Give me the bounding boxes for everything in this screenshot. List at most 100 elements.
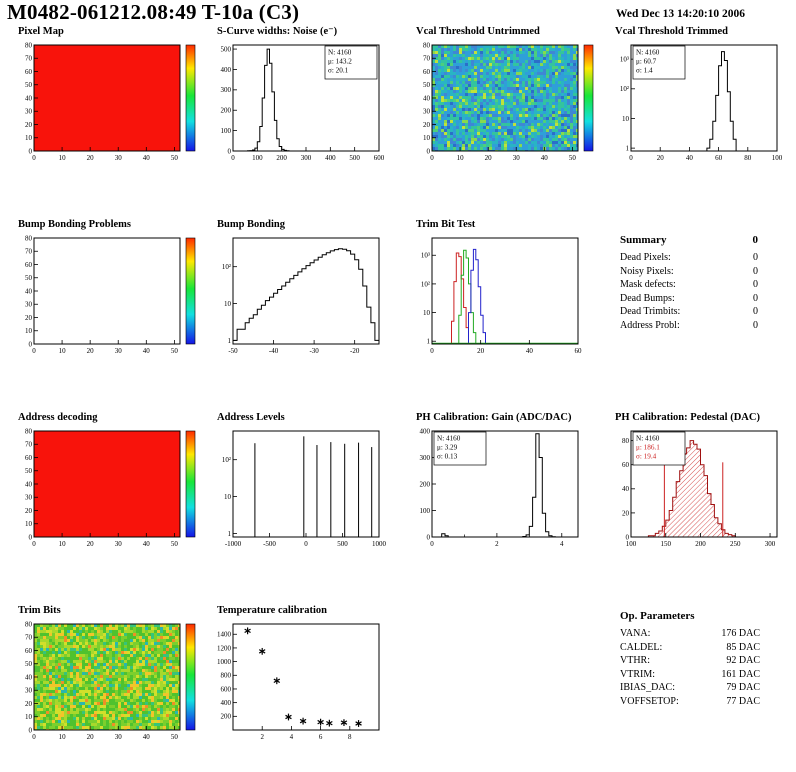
svg-text:40: 40 bbox=[25, 94, 33, 102]
svg-text:50: 50 bbox=[25, 467, 33, 475]
svg-text:300: 300 bbox=[420, 454, 431, 462]
svg-text:80: 80 bbox=[744, 154, 752, 162]
svg-text:60: 60 bbox=[622, 461, 630, 469]
summary-row: Address Probl: 0 bbox=[620, 319, 758, 333]
summary-row-value: 0 bbox=[753, 252, 758, 263]
svg-text:40: 40 bbox=[526, 347, 534, 355]
svg-text:20: 20 bbox=[25, 121, 33, 129]
svg-text:σ: 1.4: σ: 1.4 bbox=[636, 67, 653, 75]
svg-text:500: 500 bbox=[349, 154, 360, 162]
svg-text:0: 0 bbox=[427, 533, 431, 541]
address-decoding-plot: 0 10 20 30 40 50 0 10 20 30 40 50 60 70 80 bbox=[25, 427, 196, 548]
panel-ph-gain: PH Calibration: Gain (ADC/DAC) 0 2 4 0 100 20… bbox=[402, 412, 601, 580]
plot-title-scurve-noise: S-Curve widths: Noise (e⁻) bbox=[217, 26, 338, 37]
summary-row-label: Noisy Pixels: bbox=[620, 265, 674, 277]
op-parameters-title: Op. Parameters bbox=[620, 610, 695, 622]
svg-text:300: 300 bbox=[765, 540, 776, 548]
svg-text:40: 40 bbox=[25, 673, 33, 681]
svg-text:200: 200 bbox=[420, 480, 431, 488]
svg-text:0: 0 bbox=[29, 533, 33, 541]
svg-text:600: 600 bbox=[374, 154, 385, 162]
svg-text:N: 4160: N: 4160 bbox=[636, 435, 660, 443]
panel-ph-pedestal: PH Calibration: Pedestal (DAC) 100 150 200… bbox=[601, 412, 796, 580]
op-parameter-value: 176 DAC bbox=[721, 628, 760, 639]
svg-text:60: 60 bbox=[25, 68, 33, 76]
panel-pixel-map: Pixel Map 0 10 20 30 40 50 0 10 20 30 40 50 60 70 80 bbox=[4, 26, 203, 194]
svg-text:100: 100 bbox=[420, 507, 431, 515]
summary-row-value: 0 bbox=[753, 319, 758, 331]
svg-text:600: 600 bbox=[221, 685, 232, 693]
op-parameters-header: Op. Parameters bbox=[620, 610, 760, 622]
svg-text:50: 50 bbox=[569, 154, 577, 162]
svg-text:40: 40 bbox=[622, 485, 630, 493]
svg-text:1000: 1000 bbox=[372, 540, 387, 548]
svg-text:0: 0 bbox=[29, 726, 33, 734]
op-parameter-value: 92 DAC bbox=[726, 655, 760, 667]
svg-text:20: 20 bbox=[485, 154, 493, 162]
op-parameter-row: VTHR: 92 DAC bbox=[620, 654, 760, 668]
plot-title-ph-gain: PH Calibration: Gain (ADC/DAC) bbox=[416, 412, 572, 423]
svg-text:80: 80 bbox=[622, 437, 630, 445]
svg-text:40: 40 bbox=[143, 540, 151, 548]
svg-text:-500: -500 bbox=[263, 540, 276, 548]
svg-text:30: 30 bbox=[25, 301, 33, 309]
svg-text:60: 60 bbox=[25, 261, 33, 269]
svg-text:N: 4160: N: 4160 bbox=[328, 49, 352, 57]
svg-text:60: 60 bbox=[715, 154, 723, 162]
svg-text:30: 30 bbox=[423, 108, 431, 116]
svg-text:σ: 0.13: σ: 0.13 bbox=[437, 453, 458, 461]
svg-text:30: 30 bbox=[115, 154, 123, 162]
svg-text:100: 100 bbox=[252, 154, 263, 162]
svg-text:50: 50 bbox=[423, 81, 431, 89]
summary-row-label: Dead Bumps: bbox=[620, 292, 675, 304]
op-parameter-row: CALDEL: 85 DAC bbox=[620, 641, 760, 655]
svg-text:μ: 186.1: μ: 186.1 bbox=[636, 444, 660, 452]
plot-title-pixel-map: Pixel Map bbox=[18, 26, 64, 37]
panel-trim-bit-test: Trim Bit Test 0 20 40 60 1 10 10² 10³ bbox=[402, 219, 601, 387]
svg-text:1200: 1200 bbox=[217, 644, 232, 652]
svg-text:20: 20 bbox=[87, 733, 95, 741]
svg-text:20: 20 bbox=[622, 509, 630, 517]
bump-bonding-problems-plot: 0 10 20 30 40 50 0 10 20 30 40 50 60 70 80 bbox=[25, 234, 196, 355]
svg-text:1000: 1000 bbox=[217, 658, 232, 666]
summary-row-label: Address Probl: bbox=[620, 319, 680, 331]
temperature-calibration-plot: 2 4 6 8 200 400 600 800 1000 1200 1400 bbox=[217, 623, 380, 741]
svg-text:10³: 10³ bbox=[421, 252, 430, 260]
svg-text:50: 50 bbox=[171, 154, 179, 162]
svg-text:10²: 10² bbox=[620, 85, 629, 93]
bump-bonding-plot: -50 -40 -30 -20 1 10 10² bbox=[222, 237, 380, 355]
svg-text:40: 40 bbox=[25, 287, 33, 295]
svg-text:30: 30 bbox=[25, 108, 33, 116]
svg-text:10³: 10³ bbox=[620, 56, 629, 64]
summary-header: Summary 0 bbox=[620, 234, 758, 246]
svg-text:σ: 19.4: σ: 19.4 bbox=[636, 453, 657, 461]
svg-text:500: 500 bbox=[221, 45, 232, 53]
svg-text:100: 100 bbox=[772, 154, 783, 162]
svg-text:20: 20 bbox=[87, 347, 95, 355]
svg-text:50: 50 bbox=[25, 274, 33, 282]
svg-text:200: 200 bbox=[695, 540, 706, 548]
summary-row-label: Dead Trimbits: bbox=[620, 306, 681, 318]
summary-row: Mask defects: 0 bbox=[620, 278, 758, 292]
svg-text:800: 800 bbox=[221, 672, 232, 680]
svg-text:300: 300 bbox=[301, 154, 312, 162]
page-title: M0482-061212.08:49 T-10a (C3) bbox=[7, 0, 300, 24]
svg-text:10: 10 bbox=[25, 327, 33, 335]
trim-bit-test-plot: 0 20 40 60 1 10 10² 10³ bbox=[421, 237, 582, 355]
svg-text:400: 400 bbox=[420, 427, 431, 435]
svg-text:70: 70 bbox=[25, 248, 33, 256]
svg-text:10: 10 bbox=[224, 300, 232, 308]
svg-text:400: 400 bbox=[221, 66, 232, 74]
svg-text:σ: 20.1: σ: 20.1 bbox=[328, 67, 349, 75]
svg-text:40: 40 bbox=[143, 347, 151, 355]
plot-title-address-decoding: Address decoding bbox=[18, 412, 98, 423]
plot-title-bump-bonding-problems: Bump Bonding Problems bbox=[18, 219, 132, 230]
svg-text:500: 500 bbox=[337, 540, 348, 548]
svg-text:2: 2 bbox=[260, 733, 264, 741]
op-parameter-row: VOFFSETOP: 77 DAC bbox=[620, 695, 760, 709]
plot-title-vcal-trimmed: Vcal Threshold Trimmed bbox=[615, 26, 728, 37]
svg-text:10: 10 bbox=[25, 520, 33, 528]
svg-text:60: 60 bbox=[25, 647, 33, 655]
